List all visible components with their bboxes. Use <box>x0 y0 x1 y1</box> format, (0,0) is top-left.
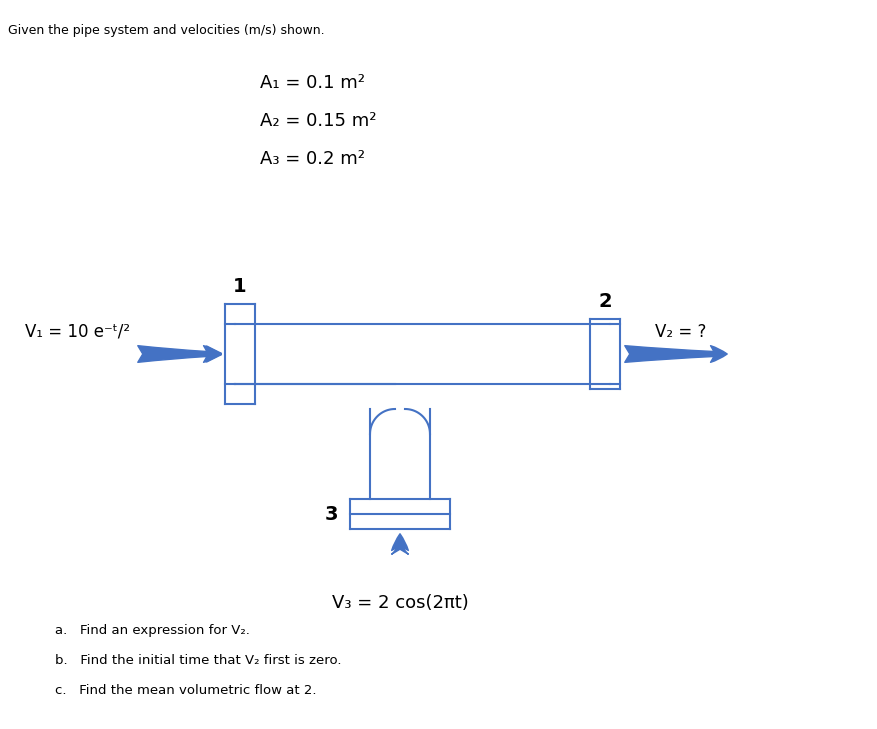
Text: V₂ = ?: V₂ = ? <box>654 323 706 341</box>
Text: 1: 1 <box>233 277 246 296</box>
Text: V₁ = 10 e⁻ᵗ/²: V₁ = 10 e⁻ᵗ/² <box>25 323 130 341</box>
Text: a.   Find an expression for V₂.: a. Find an expression for V₂. <box>55 624 250 637</box>
Text: 2: 2 <box>597 292 611 311</box>
Text: b.   Find the initial time that V₂ first is zero.: b. Find the initial time that V₂ first i… <box>55 654 341 667</box>
Text: V₃ = 2 cos(2πt): V₃ = 2 cos(2πt) <box>332 594 467 612</box>
Text: Given the pipe system and velocities (m/s) shown.: Given the pipe system and velocities (m/… <box>8 24 324 37</box>
Text: A₁ = 0.1 m²: A₁ = 0.1 m² <box>260 74 365 92</box>
Text: 3: 3 <box>324 504 338 523</box>
Text: c.   Find the mean volumetric flow at 2.: c. Find the mean volumetric flow at 2. <box>55 684 316 697</box>
Text: A₂ = 0.15 m²: A₂ = 0.15 m² <box>260 112 376 130</box>
Text: A₃ = 0.2 m²: A₃ = 0.2 m² <box>260 150 365 168</box>
